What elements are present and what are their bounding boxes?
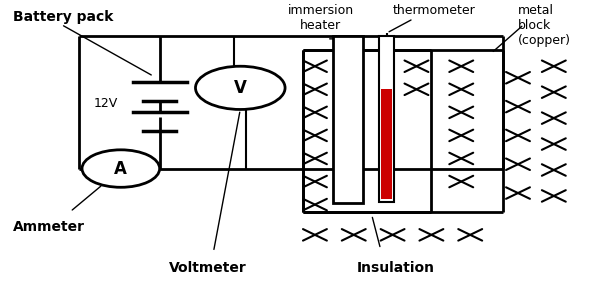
Circle shape — [196, 66, 285, 109]
Text: A: A — [115, 159, 127, 178]
Bar — [333, 36, 363, 203]
Text: 12V: 12V — [94, 97, 118, 109]
Text: thermometer: thermometer — [392, 4, 475, 17]
Text: Battery pack: Battery pack — [13, 10, 114, 24]
Text: immersion
heater: immersion heater — [288, 4, 354, 32]
Text: V: V — [234, 79, 247, 97]
Circle shape — [82, 150, 160, 187]
Text: Insulation: Insulation — [356, 261, 434, 275]
Text: Voltmeter: Voltmeter — [169, 261, 247, 275]
Text: metal
block
(copper): metal block (copper) — [518, 4, 571, 47]
Bar — [379, 36, 394, 202]
Bar — [381, 89, 392, 199]
Text: Ammeter: Ammeter — [13, 221, 85, 235]
